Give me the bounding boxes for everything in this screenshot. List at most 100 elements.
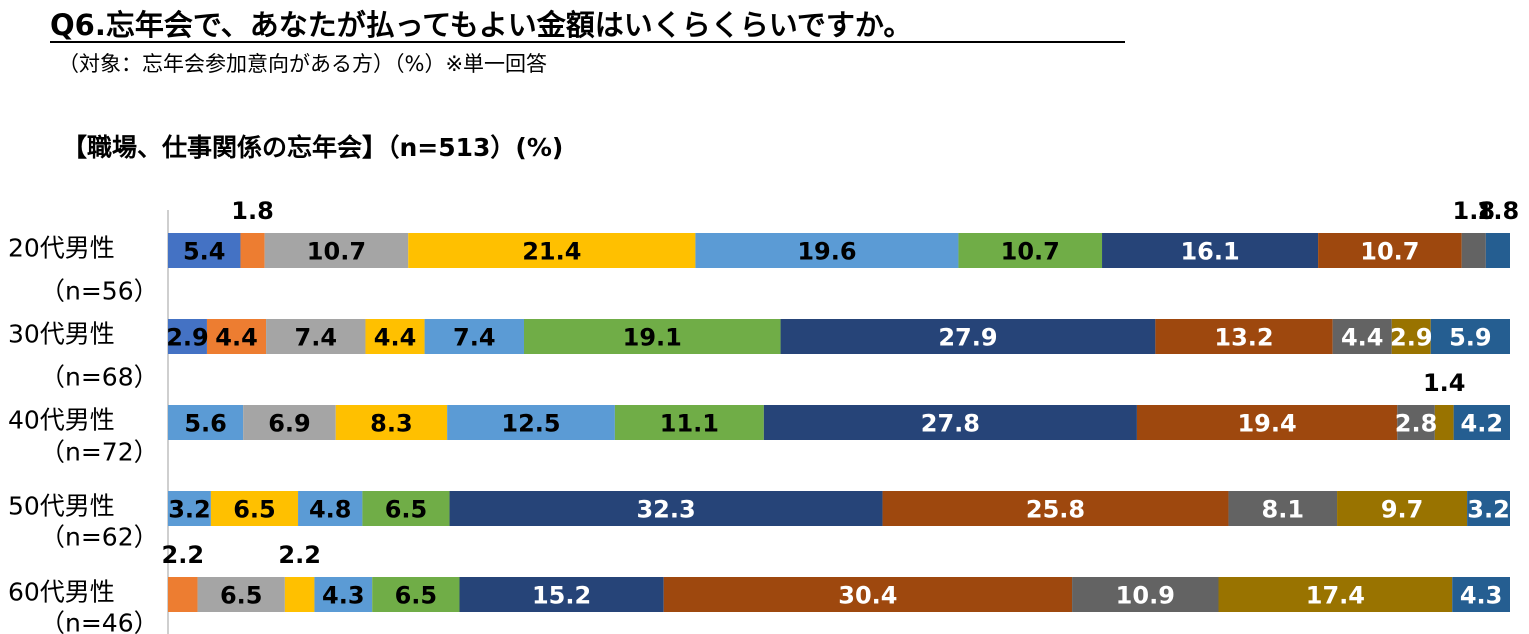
data-label: 6.9 (268, 410, 311, 438)
bar-segment (1452, 577, 1510, 612)
category-label: 20代男性 (8, 234, 115, 263)
data-label: 3.2 (168, 496, 211, 524)
category-label: 60代男性 (8, 578, 115, 607)
category-label: 50代男性 (8, 492, 115, 521)
data-label: 9.7 (1381, 496, 1424, 524)
data-label: 12.5 (501, 410, 560, 438)
data-label: 6.5 (385, 496, 428, 524)
data-label: 5.9 (1449, 324, 1492, 352)
data-label: 6.5 (220, 582, 263, 610)
data-label: 13.2 (1214, 324, 1273, 352)
bar-segment (447, 405, 615, 440)
data-label: 11.1 (660, 410, 719, 438)
data-label: 4.4 (215, 324, 258, 352)
bar-segment (1397, 405, 1435, 440)
data-label: 7.4 (453, 324, 496, 352)
data-label: 19.4 (1237, 410, 1296, 438)
data-label: 16.1 (1180, 238, 1239, 266)
data-label: 4.4 (1341, 324, 1384, 352)
bar-segment (365, 319, 425, 354)
category-sample-size: （n=56） (40, 277, 159, 306)
bar-segment (266, 319, 366, 354)
data-label: 21.4 (522, 238, 581, 266)
bar-segment (1228, 491, 1338, 526)
section-title: 【職場、仕事関係の忘年会】（n=513）(%) (62, 133, 564, 162)
bar-segment (1434, 405, 1454, 440)
bar-segment (1453, 405, 1510, 440)
bar-segment (372, 577, 460, 612)
category-label: 40代男性 (8, 406, 115, 435)
category-sample-size: （n=72） (40, 438, 159, 467)
bar-segment (240, 233, 265, 268)
category-label: 30代男性 (8, 320, 115, 349)
data-label: 10.7 (1360, 238, 1419, 266)
bar-segment (1072, 577, 1219, 612)
data-label: 2.9 (1390, 324, 1433, 352)
bar-segment (408, 233, 696, 268)
data-label: 1.8 (1477, 197, 1520, 225)
data-label: 7.4 (295, 324, 338, 352)
bar-segment (958, 233, 1103, 268)
bar-segment (264, 233, 409, 268)
data-label: 3.2 (1467, 496, 1510, 524)
bar-segment (614, 405, 764, 440)
data-label: 19.1 (623, 324, 682, 352)
bar-segment (523, 319, 781, 354)
data-label: 15.2 (532, 582, 591, 610)
bar-segment (1136, 405, 1398, 440)
bar-segment (459, 577, 664, 612)
bar-segment (168, 405, 244, 440)
data-label: 5.4 (183, 238, 226, 266)
bar-segment (424, 319, 524, 354)
bar-segment (168, 319, 207, 354)
bar-segment (362, 491, 450, 526)
bar-segment (1155, 319, 1333, 354)
data-label: 4.4 (374, 324, 417, 352)
data-label: 4.2 (1461, 410, 1504, 438)
bar-segment (1430, 319, 1510, 354)
bar-segment (1218, 577, 1453, 612)
category-sample-size: （n=68） (40, 363, 159, 392)
data-label: 25.8 (1026, 496, 1085, 524)
bar-segment (1461, 233, 1486, 268)
bar-segment (1102, 233, 1319, 268)
data-label: 27.8 (921, 410, 980, 438)
title-underline (50, 41, 1125, 43)
bar-segment (1467, 491, 1510, 526)
data-label: 10.9 (1116, 582, 1175, 610)
data-label: 2.2 (162, 541, 205, 569)
bar-segment (335, 405, 448, 440)
bar-segment (298, 491, 363, 526)
data-label: 8.1 (1262, 496, 1305, 524)
bar-segment (168, 491, 211, 526)
data-label: 32.3 (636, 496, 695, 524)
data-label: 4.3 (1460, 582, 1503, 610)
data-label: 6.5 (395, 582, 438, 610)
bar-segment (882, 491, 1229, 526)
data-label: 10.7 (1001, 238, 1060, 266)
data-label: 10.7 (307, 238, 366, 266)
bar-segment (284, 577, 315, 612)
bar-segment (1332, 319, 1392, 354)
data-label: 2.2 (278, 541, 321, 569)
data-label: 19.6 (797, 238, 856, 266)
category-sample-size: （n=62） (40, 523, 159, 552)
bar-segment (168, 577, 198, 612)
data-label: 2.9 (166, 324, 209, 352)
bar-segment (1318, 233, 1462, 268)
data-label: 1.8 (1453, 197, 1496, 225)
data-label: 1.4 (1423, 369, 1466, 397)
chart-title: Q6.忘年会で、あなたが払ってもよい金額はいくらくらいですか。 (50, 8, 913, 42)
data-label: 27.9 (938, 324, 997, 352)
bar-segment (1391, 319, 1431, 354)
bar-segment (663, 577, 1073, 612)
bar-segment (168, 233, 241, 268)
data-label: 4.3 (322, 582, 365, 610)
bar-segment (1485, 233, 1510, 268)
category-sample-size: （n=46） (40, 609, 159, 634)
data-label: 6.5 (233, 496, 276, 524)
data-label: 1.8 (231, 197, 274, 225)
data-label: 5.6 (184, 410, 227, 438)
bar-segment (197, 577, 285, 612)
